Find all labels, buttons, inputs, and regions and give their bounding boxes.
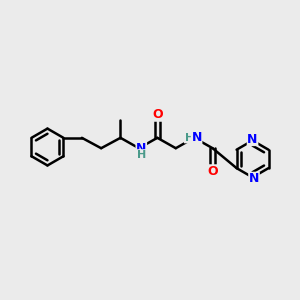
Text: H: H bbox=[137, 150, 146, 160]
Text: O: O bbox=[152, 108, 163, 121]
Text: N: N bbox=[248, 133, 258, 146]
Text: N: N bbox=[249, 172, 259, 185]
Text: H: H bbox=[184, 133, 194, 143]
Text: O: O bbox=[207, 165, 218, 178]
Text: N: N bbox=[136, 142, 146, 155]
Text: N: N bbox=[191, 131, 202, 144]
